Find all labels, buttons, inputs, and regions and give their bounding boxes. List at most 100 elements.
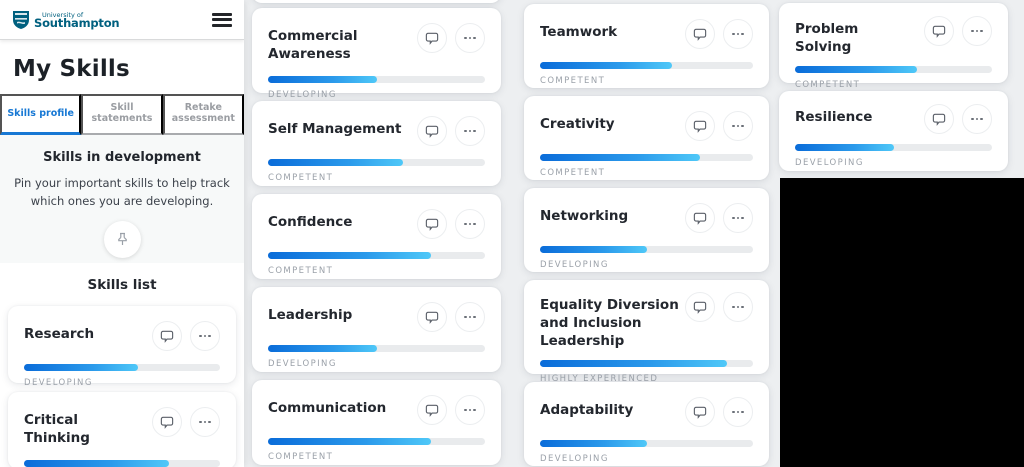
- skill-progress-fill: [795, 144, 894, 151]
- more-options-button[interactable]: [962, 16, 992, 46]
- skill-level-label: DEVELOPING: [268, 359, 337, 369]
- skill-card-leadership[interactable]: Leadership DEVELOPING: [252, 287, 501, 372]
- pushpin-icon: [117, 232, 127, 245]
- skill-card-critical-thinking[interactable]: Critical Thinking COMPETENT: [8, 392, 236, 467]
- comment-button[interactable]: [685, 203, 715, 233]
- comment-button[interactable]: [924, 104, 954, 134]
- menu-button[interactable]: [212, 8, 232, 31]
- tab-skill-statements[interactable]: Skill statements: [81, 94, 163, 135]
- skill-name: Commercial Awareness: [268, 28, 358, 63]
- skill-progress-fill: [268, 438, 431, 445]
- skill-level-label: DEVELOPING: [540, 454, 609, 464]
- skill-level-label: COMPETENT: [540, 168, 606, 178]
- tab-retake-assessment[interactable]: Retake assessment: [162, 94, 244, 135]
- ellipsis-icon: [199, 420, 211, 424]
- ellipsis-icon: [199, 334, 211, 338]
- comment-button[interactable]: [152, 407, 182, 437]
- hamburger-icon: [212, 12, 232, 16]
- main-content: Commercial Awareness DEVELOPING Self Man…: [244, 0, 1024, 467]
- comment-button[interactable]: [417, 209, 447, 239]
- comment-icon: [693, 406, 707, 419]
- skill-progress-fill: [268, 252, 431, 259]
- sidebar: University of Southampton My Skills Skil…: [0, 0, 244, 467]
- comment-button[interactable]: [152, 321, 182, 351]
- more-options-button[interactable]: [723, 203, 753, 233]
- comment-button[interactable]: [685, 111, 715, 141]
- skill-level-label: HIGHLY EXPERIENCED: [540, 373, 659, 384]
- comment-button[interactable]: [685, 397, 715, 427]
- ellipsis-icon: [464, 408, 476, 412]
- university-logo-text: University of Southampton: [34, 11, 120, 30]
- more-options-button[interactable]: [190, 407, 220, 437]
- comment-button[interactable]: [685, 292, 715, 322]
- skill-card-research[interactable]: Research DEVELOPING: [8, 306, 236, 388]
- skill-card-equality-diversion-inclusion-leadership[interactable]: Equality Diversion and Inclusion Leaders…: [524, 280, 769, 384]
- ellipsis-icon: [464, 129, 476, 133]
- skill-name: Confidence: [268, 214, 353, 230]
- skills-column-1: Commercial Awareness DEVELOPING Self Man…: [252, 0, 501, 467]
- skill-name: Self Management: [268, 121, 402, 137]
- skill-progress-track: [795, 66, 992, 74]
- more-options-button[interactable]: [455, 116, 485, 146]
- skill-progress-fill: [540, 359, 728, 367]
- tab-skills-profile[interactable]: Skills profile: [0, 94, 82, 135]
- university-logo[interactable]: University of Southampton: [12, 10, 120, 30]
- skill-card-problem-solving[interactable]: Problem Solving COMPETENT: [779, 3, 1008, 90]
- comment-button[interactable]: [417, 395, 447, 425]
- skill-card-confidence[interactable]: Confidence COMPETENT: [252, 194, 501, 279]
- more-options-button[interactable]: [455, 23, 485, 53]
- skill-name: Networking: [540, 208, 629, 224]
- more-options-button[interactable]: [962, 104, 992, 134]
- skill-progress-track: [24, 364, 220, 371]
- skill-name: Problem Solving: [795, 21, 859, 56]
- comment-icon: [693, 212, 707, 225]
- skill-card-networking[interactable]: Networking DEVELOPING: [524, 188, 769, 272]
- comment-button[interactable]: [417, 23, 447, 53]
- comment-button[interactable]: [417, 302, 447, 332]
- comment-button[interactable]: [685, 19, 715, 49]
- skill-name: Communication: [268, 400, 387, 416]
- skill-card-adaptability[interactable]: Adaptability DEVELOPING: [524, 382, 769, 466]
- more-options-button[interactable]: [455, 395, 485, 425]
- app-header: University of Southampton: [0, 0, 244, 40]
- skill-card-self-management[interactable]: Self Management COMPETENT: [252, 101, 501, 186]
- skill-card-partial[interactable]: [252, 0, 501, 3]
- skill-name: Adaptability: [540, 402, 634, 418]
- comment-icon: [932, 25, 946, 38]
- more-options-button[interactable]: [723, 292, 753, 322]
- more-options-button[interactable]: [190, 321, 220, 351]
- skill-card-communication[interactable]: Communication COMPETENT: [252, 380, 501, 465]
- university-crest-icon: [13, 10, 29, 29]
- skill-card-commercial-awareness[interactable]: Commercial Awareness DEVELOPING: [252, 8, 501, 100]
- more-options-button[interactable]: [723, 111, 753, 141]
- skill-level-label: DEVELOPING: [795, 158, 864, 168]
- skill-name: Resilience: [795, 109, 873, 125]
- more-options-button[interactable]: [455, 209, 485, 239]
- skill-card-teamwork[interactable]: Teamwork COMPETENT: [524, 4, 769, 88]
- more-options-button[interactable]: [723, 19, 753, 49]
- skill-progress-track: [268, 159, 485, 166]
- pin-skill-button[interactable]: [103, 220, 141, 258]
- skill-level-label: COMPETENT: [268, 173, 334, 183]
- page-title: My Skills: [13, 56, 130, 82]
- comment-button[interactable]: [924, 16, 954, 46]
- skill-card-creativity[interactable]: Creativity COMPETENT: [524, 96, 769, 180]
- skill-name: Research: [24, 326, 95, 342]
- ellipsis-icon: [464, 222, 476, 226]
- skill-card-resilience[interactable]: Resilience DEVELOPING: [779, 91, 1008, 171]
- skill-level-label: COMPETENT: [268, 266, 334, 276]
- logo-line2: Southampton: [34, 16, 120, 30]
- comment-icon: [425, 125, 439, 138]
- comment-icon: [693, 120, 707, 133]
- skill-progress-fill: [268, 345, 377, 352]
- skill-progress-fill: [268, 159, 403, 166]
- skill-level-label: DEVELOPING: [540, 260, 609, 270]
- comment-button[interactable]: [417, 116, 447, 146]
- more-options-button[interactable]: [455, 302, 485, 332]
- ellipsis-icon: [971, 29, 983, 33]
- more-options-button[interactable]: [723, 397, 753, 427]
- comment-icon: [693, 301, 707, 314]
- skill-progress-fill: [268, 76, 377, 84]
- skill-progress-track: [540, 246, 753, 253]
- skills-column-2: Teamwork COMPETENT Creativity: [524, 0, 769, 467]
